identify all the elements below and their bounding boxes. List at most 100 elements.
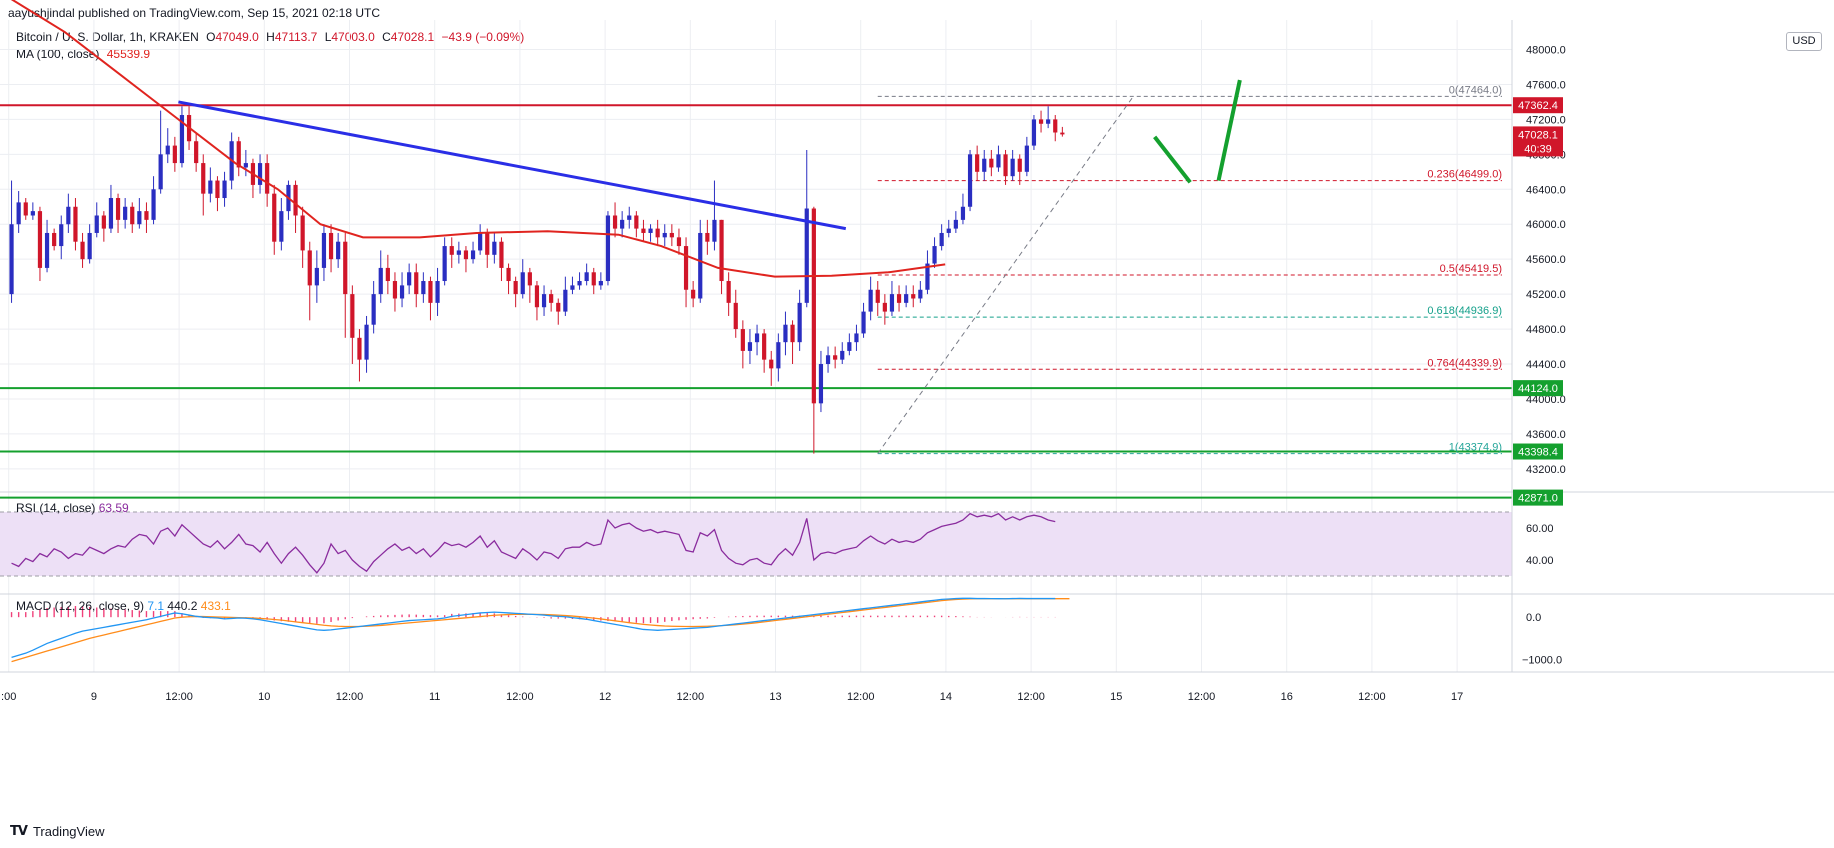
candle-body [967,154,973,207]
candle-body [726,281,731,303]
candle-body [1038,119,1044,124]
ma-legend: MA (100, close) 45539.9 [16,46,150,63]
candle-body [123,206,128,220]
candle-body [833,355,838,360]
fib-level-label: 0(47464.0) [1449,84,1502,96]
candle-body [925,263,930,290]
y-tick-label: 45600.0 [1526,254,1566,266]
candle-body [889,294,895,312]
candle-body [87,232,92,260]
candle-body [172,145,177,164]
x-tick-label: 12 [599,691,611,703]
candle-body [620,219,625,229]
candle-body [570,285,575,290]
macd-hist-value: 433.1 [201,599,231,613]
candle-body [463,250,469,260]
x-tick-label: 12:00 [1358,691,1386,703]
candle-body [641,228,646,233]
candle-body [797,302,802,343]
candle-body [357,337,362,360]
candle-body [272,193,277,242]
x-tick-label: 17 [1451,691,1463,703]
x-tick-label: 11 [429,691,440,703]
fib-level-label: 0.5(45419.5) [1440,263,1502,275]
y-tick-label: 48000.0 [1526,45,1566,57]
candle-body [208,180,213,194]
candle-body [712,219,717,242]
candle-body [9,224,14,295]
candle-body [847,342,852,351]
candle-body [790,324,795,343]
x-tick-label: 15 [1110,691,1122,703]
candle-body [94,215,99,233]
candle-body [265,163,270,194]
candle-body [783,324,788,343]
x-tick-label: 12:00 [506,691,534,703]
rsi-tick-label: 40.00 [1526,555,1554,567]
candle-body [627,215,632,220]
candle-body [16,202,21,225]
price-label-box [1513,126,1563,157]
candle-body [428,281,433,303]
x-tick-label: 9 [91,691,97,703]
candle-body [385,267,390,282]
x-tick-label: 14 [940,691,952,703]
candle-body [1031,119,1037,146]
candle-body [747,342,753,351]
candle-body [719,219,724,282]
candle-body [414,272,419,295]
candle-body [754,333,760,343]
candle-body [364,324,369,360]
candle-body [698,232,703,299]
candle-body [449,246,454,255]
candle-body [485,232,490,255]
candle-body [989,158,994,168]
price-label: 47028.1 [1518,129,1558,141]
candle-body [492,241,497,255]
candle-body [243,163,248,168]
candle-body [165,145,170,155]
candle-body [222,180,227,199]
fib-level-label: 0.236(46499.0) [1427,169,1502,181]
candle-body [115,198,121,220]
candle-body [811,208,816,404]
candle-body [52,232,57,247]
candle-body [30,211,35,216]
candle-body [215,180,220,199]
candle-body [896,294,902,303]
currency-button[interactable]: USD [1786,32,1822,51]
candle-body [875,289,880,303]
candle-body [300,215,305,251]
candle-body [683,246,689,290]
candle-body [584,272,589,282]
trendline [178,100,847,231]
macd-line [11,597,1056,659]
candle-body [307,250,312,286]
candle-body [378,267,383,295]
price-label-box [1513,97,1563,114]
price-label: 42871.0 [1518,493,1558,505]
candle-body [982,158,987,172]
candle-body [534,285,540,308]
candle-body [882,302,887,312]
candle-body [478,232,483,251]
candle-body [371,294,376,325]
candle-body [236,141,241,168]
candle-body [23,202,28,216]
candle-body [392,281,398,299]
candle-body [939,232,944,247]
candle-body [733,302,738,330]
candle-body [257,163,263,185]
candle-body [314,267,319,286]
candle-body [293,184,298,216]
candle-body [37,211,43,268]
candle-body [591,272,596,286]
x-tick-label: :00 [1,691,16,703]
candle-body [194,141,199,164]
candle-body [655,228,660,238]
tradingview-logo-icon: 𝗧𝗩 [10,823,28,838]
candle-body [179,115,185,164]
symbol-title: Bitcoin / U. S. Dollar, 1h, KRAKEN [16,30,199,44]
macd-tick-label: −1000.0 [1522,655,1562,667]
